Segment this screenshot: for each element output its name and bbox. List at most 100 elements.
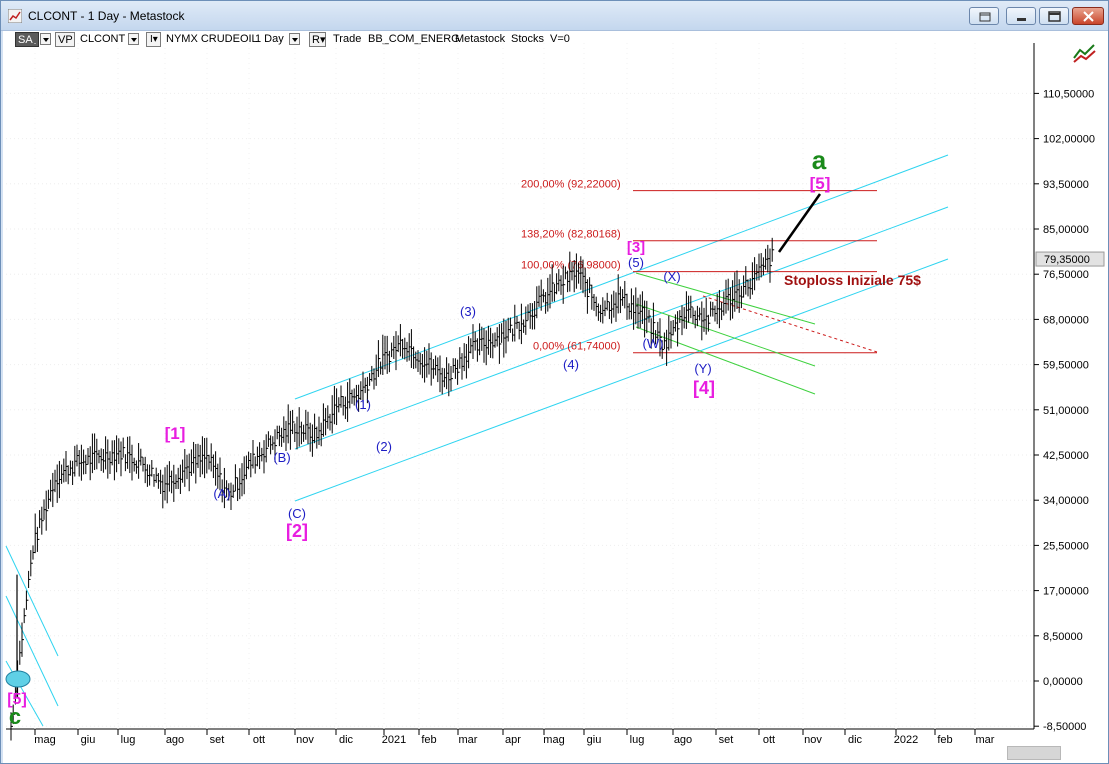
price-tick-label: 85,00000: [1043, 224, 1089, 236]
info-button[interactable]: I▾: [146, 32, 161, 47]
title-bar[interactable]: CLCONT - 1 Day - Metastock: [1, 1, 1108, 31]
wave-label-w2-sub: (2): [376, 439, 392, 454]
minimize-icon: [1017, 18, 1026, 21]
fib-level-label: 138,20% (82,80168): [521, 229, 621, 241]
restore-down-button[interactable]: [969, 7, 999, 25]
time-tick-label: 2022: [894, 734, 918, 746]
wave-label-y: (Y): [694, 361, 711, 376]
close-button[interactable]: [1072, 7, 1104, 25]
trade-button[interactable]: Trade: [333, 33, 362, 45]
channel-line: [294, 258, 949, 502]
time-tick-label: nov: [804, 734, 822, 746]
symbol-dropdown[interactable]: [128, 33, 139, 45]
price-tick-label: 42,50000: [1043, 450, 1089, 462]
projection-arrow-line: [777, 193, 822, 253]
corrective-channel-line: [635, 303, 816, 367]
wave-label-a: a: [812, 145, 827, 175]
horizontal-scrollbar-thumb[interactable]: [1007, 746, 1061, 760]
time-tick-label: mar: [976, 734, 995, 746]
price-chart[interactable]: 110,50000 102,00000 93,50000 85,00000 76,500…: [3, 31, 1108, 763]
close-icon: [1083, 11, 1094, 22]
fib-level-label: 0,00% (61,74000): [533, 341, 620, 353]
symbol-label[interactable]: CLCONT: [80, 33, 126, 45]
channel-line: [5, 595, 59, 707]
wave-label-w5-sub: (5): [628, 255, 644, 270]
wave-label-w2: [2]: [286, 521, 308, 541]
channel-line: [294, 154, 949, 400]
time-tick-label: lug: [121, 734, 136, 746]
time-tick-label: dic: [339, 734, 354, 746]
chart-tools-icon[interactable]: [1072, 42, 1098, 64]
market-label: Stocks: [511, 33, 545, 45]
channel-line: [294, 206, 949, 450]
window-restore-icon: [979, 12, 991, 22]
channel-line: [5, 545, 59, 657]
wave-label-w: (W): [643, 336, 664, 351]
maximize-button[interactable]: [1039, 7, 1069, 25]
fib-level-label: 200,00% (92,22000): [521, 179, 621, 191]
period-dropdown[interactable]: [289, 33, 300, 45]
wave-label-c: c: [9, 704, 21, 729]
time-tick-label: 2021: [382, 734, 406, 746]
price-tick-label: 110,50000: [1043, 88, 1094, 100]
wave-label-a-sub: (A): [213, 486, 230, 501]
sa-button[interactable]: SA: [15, 32, 39, 47]
price-tick-label: 93,50000: [1043, 179, 1089, 191]
exchange-label: NYMX CRUDEOIL: [166, 33, 258, 45]
price-tick-label: 17,00000: [1043, 586, 1089, 598]
window-title: CLCONT - 1 Day - Metastock: [28, 9, 185, 23]
price-tick-label: 76,50000: [1043, 269, 1089, 281]
price-tick-label: 0,00000: [1043, 676, 1083, 688]
price-tick-label: -8,50000: [1043, 721, 1086, 733]
wave-label-w3-sub: (3): [460, 304, 476, 319]
wave-label-w1: [1]: [165, 424, 186, 443]
refresh-label: R: [312, 34, 320, 46]
layout-label: BB_COM_ENERG: [368, 33, 460, 45]
period-label[interactable]: 1 Day: [255, 33, 284, 45]
volume-label: V=0: [550, 33, 570, 45]
time-tick-label: feb: [937, 734, 952, 746]
time-tick-label: set: [719, 734, 734, 746]
wave-label-w5-low: [5]: [7, 691, 27, 708]
time-tick-label: feb: [421, 734, 436, 746]
wave-label-w1-sub: (1): [355, 397, 371, 412]
time-tick-label: nov: [296, 734, 314, 746]
maximize-icon: [1048, 11, 1061, 22]
wave-label-x: (X): [663, 269, 680, 284]
time-tick-label: mag: [543, 734, 564, 746]
projection-dashed-line: [702, 295, 878, 353]
chart-area[interactable]: [3, 31, 1108, 763]
time-tick-label: ott: [763, 734, 775, 746]
corrective-channel-line: [635, 326, 816, 395]
wave-label-w4: [4]: [693, 378, 715, 398]
price-tick-label: 59,50000: [1043, 360, 1089, 372]
stoploss-annotation: Stoploss Iniziale 75$: [784, 272, 921, 288]
time-tick-label: giu: [81, 734, 96, 746]
current-price-label: 79,35000: [1044, 254, 1090, 266]
time-tick-label: mag: [34, 734, 55, 746]
wave-label-b: (B): [273, 450, 290, 465]
time-tick-label: lug: [630, 734, 645, 746]
sa-dropdown[interactable]: [40, 33, 51, 45]
time-tick-label: set: [210, 734, 225, 746]
wave-label-w3: [3]: [627, 239, 645, 256]
price-tick-label: 68,00000: [1043, 314, 1089, 326]
price-bars: [10, 237, 775, 741]
current-price-marker: [1035, 251, 1105, 267]
low-point-marker: [5, 670, 31, 688]
wave-label-w5-top: [5]: [810, 174, 831, 193]
price-tick-label: 51,00000: [1043, 405, 1089, 417]
vp-button[interactable]: VP: [55, 32, 75, 47]
minimize-button[interactable]: [1006, 7, 1036, 25]
fib-level-label: 100,00% (76,98000): [521, 260, 621, 272]
time-tick-label: ott: [253, 734, 265, 746]
time-tick-label: giu: [587, 734, 602, 746]
wave-label-c-sub: (C): [288, 506, 306, 521]
time-tick-label: ago: [674, 734, 692, 746]
time-tick-label: mar: [459, 734, 478, 746]
time-tick-label: dic: [848, 734, 863, 746]
price-tick-label: 102,00000: [1043, 134, 1095, 146]
refresh-button[interactable]: R▾: [309, 32, 326, 47]
price-tick-label: 34,00000: [1043, 495, 1089, 507]
